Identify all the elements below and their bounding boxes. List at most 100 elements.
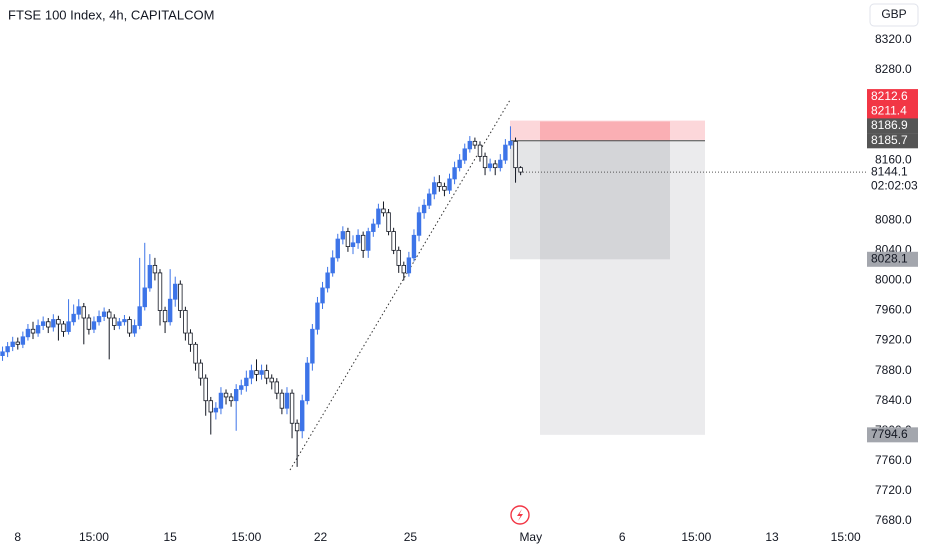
candle-body: [10, 341, 15, 347]
candle-body: [442, 186, 447, 191]
candle-body: [503, 144, 508, 161]
candle-body: [467, 140, 473, 150]
y-tick-label: 7760.0: [875, 453, 912, 467]
candle-body: [137, 306, 142, 326]
candle-body: [330, 257, 335, 274]
candle-body: [376, 208, 381, 225]
candle-body: [142, 287, 147, 308]
reward-zone: [540, 140, 705, 435]
candle-body: [152, 264, 158, 274]
candle-body: [462, 148, 467, 161]
candle-body: [244, 377, 249, 387]
candle-body: [213, 407, 219, 413]
candle-body: [396, 249, 401, 266]
candle-body: [173, 283, 178, 300]
candle-body: [269, 377, 274, 383]
candle-body: [335, 238, 340, 259]
risk-zone: [510, 120, 705, 140]
price-label: 8144.1: [871, 164, 908, 178]
countdown: 02:02:03: [871, 178, 918, 192]
candle-body: [157, 272, 163, 311]
candle-body: [40, 321, 46, 326]
candle-body: [35, 325, 41, 334]
risk-zone: [540, 121, 670, 141]
x-tick-label: 13: [765, 530, 779, 544]
candle-body: [162, 310, 168, 323]
y-tick-label: 8280.0: [875, 62, 912, 76]
y-tick-label: 7680.0: [875, 513, 912, 527]
candle-body: [457, 159, 462, 169]
price-label: 8186.9: [871, 118, 908, 132]
currency: GBP: [881, 7, 906, 21]
candle-body: [91, 321, 97, 330]
candle-body: [274, 381, 280, 394]
x-tick-label: 15:00: [79, 530, 109, 544]
candle-body: [203, 377, 208, 402]
candle-body: [416, 212, 422, 236]
candle-body: [264, 370, 269, 379]
x-tick-label: 22: [314, 530, 328, 544]
x-tick-label: 15:00: [831, 530, 861, 544]
candle-body: [46, 321, 51, 328]
candle-body: [315, 302, 320, 330]
x-tick-label: 15:00: [681, 530, 711, 544]
candle-body: [310, 328, 315, 364]
event-icon[interactable]: [510, 505, 530, 525]
x-tick-label: 15:00: [231, 530, 261, 544]
candle-body: [437, 182, 442, 187]
candle-body: [482, 155, 488, 169]
price-label-bg: [867, 133, 918, 149]
candle-body: [259, 370, 264, 375]
y-tick-label: 7960.0: [875, 303, 912, 317]
candle-body: [498, 159, 503, 169]
x-tick-label: 25: [404, 530, 418, 544]
candle-body: [183, 310, 188, 334]
candle-body: [0, 351, 5, 356]
candle-body: [178, 283, 183, 311]
candle-body: [325, 272, 330, 289]
candle-body: [66, 321, 71, 332]
candle-body: [421, 204, 427, 214]
candle-body: [305, 362, 310, 402]
candle-body: [122, 319, 127, 323]
y-tick-label: 8320.0: [875, 32, 912, 46]
x-tick-label: May: [519, 530, 542, 544]
candle-body: [193, 343, 198, 364]
candle-body: [228, 396, 234, 402]
x-tick-label: 15: [163, 530, 177, 544]
candle-body: [198, 362, 203, 379]
candle-body: [391, 231, 396, 251]
candle-body: [208, 400, 213, 413]
candle-body: [513, 140, 518, 169]
candle-body: [508, 140, 513, 146]
candle-body: [355, 234, 361, 244]
candle-body: [452, 167, 457, 180]
candle-body: [249, 370, 254, 379]
candle-body: [320, 287, 325, 304]
candle-body: [401, 264, 406, 274]
candle-body: [386, 212, 391, 232]
currency-button[interactable]: [869, 3, 919, 27]
event-bolt: [517, 509, 523, 521]
candle-body: [101, 311, 107, 317]
candle-body: [447, 178, 452, 191]
candle-body: [284, 392, 290, 409]
price-label-bg: [867, 427, 918, 443]
candle-body: [487, 163, 493, 169]
candle-body: [477, 144, 483, 157]
candle-body: [132, 325, 137, 334]
candle-body: [61, 323, 66, 332]
candle-body: [254, 370, 259, 375]
candle-body: [30, 328, 36, 334]
candle-body: [411, 234, 417, 259]
candle-body: [56, 319, 61, 325]
candle-body: [25, 328, 31, 338]
candle-body: [233, 389, 239, 402]
candle-body: [223, 392, 229, 398]
candle-body: [518, 167, 523, 173]
y-tick-label: 7720.0: [875, 483, 912, 497]
candle-body: [381, 208, 386, 214]
price-label: 8185.7: [871, 133, 908, 147]
candle-body: [239, 385, 244, 390]
